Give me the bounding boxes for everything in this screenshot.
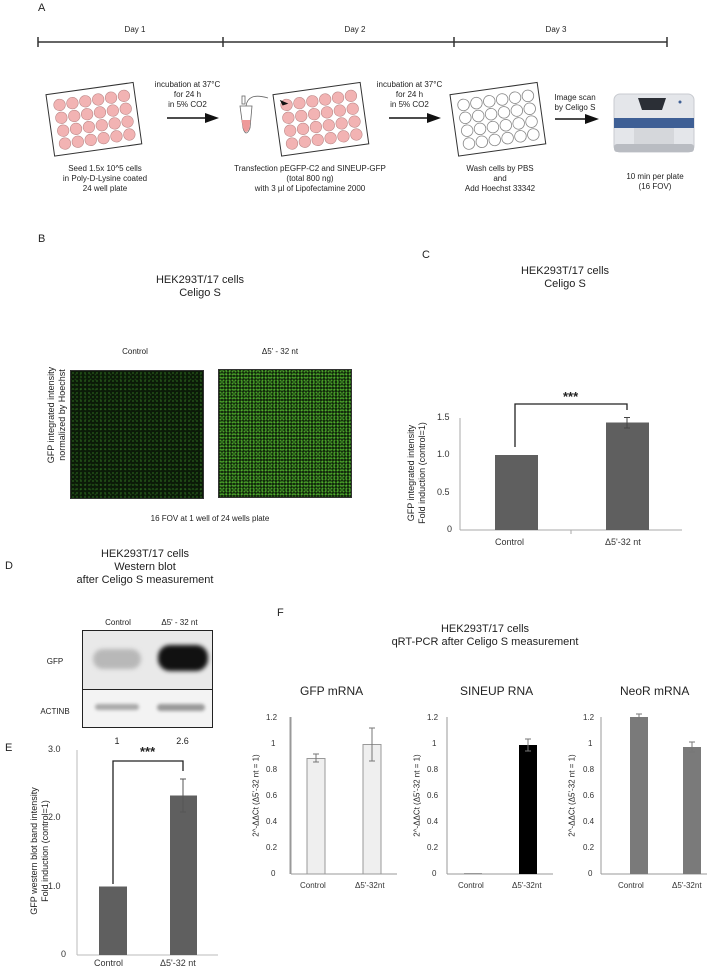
- ytick-c: 0.5: [437, 487, 450, 497]
- ytick: 1: [432, 739, 437, 748]
- ytick-e: 0: [61, 949, 67, 959]
- panel-e-letter: E: [5, 742, 13, 754]
- scan-time-caption: 10 min per plate (16 FOV): [626, 172, 684, 191]
- quant-mutant: 2.6: [176, 736, 189, 746]
- panel-b-caption: 16 FOV at 1 well of 24 wells plate: [150, 514, 270, 523]
- ytick: 0.2: [427, 843, 439, 852]
- ytick: 0: [271, 869, 276, 878]
- ytick-e: 2.0: [48, 812, 61, 822]
- ylabel-f1: 2^-ΔΔCt (Δ5'-32 nt = 1): [251, 754, 261, 837]
- panel-d-title: HEK293T/17 cells Western blot after Celi…: [76, 548, 214, 586]
- ytick: 1: [271, 739, 276, 748]
- panel-a-letter: A: [38, 2, 46, 14]
- blot-row-actinb: ACTINB: [40, 707, 70, 716]
- gfp-image-mutant: [218, 369, 352, 498]
- ytick: 0.2: [266, 843, 278, 852]
- ytick: 0.4: [583, 817, 595, 826]
- ytick-c: 1.0: [437, 449, 450, 459]
- wash-caption: Wash cells by PBS and Add Hoechst 33342: [464, 164, 536, 193]
- ylabel-e: GFP western blot band intensity Fold ind…: [29, 787, 50, 915]
- ytick: 0.6: [583, 791, 595, 800]
- xlabel: Control: [458, 881, 484, 890]
- lane-label-mutant: Δ5' - 32 nt: [161, 618, 198, 627]
- panel-f-letter: F: [277, 607, 284, 619]
- gfp-image-control: [70, 370, 204, 499]
- ylabel-f2: 2^-ΔΔCt (Δ5'-32 nt = 1): [412, 754, 422, 837]
- ytick: 0.6: [427, 791, 439, 800]
- panel-d-letter: D: [5, 560, 13, 572]
- incubation-caption-1: incubation at 37°C for 24 h in 5% CO2: [154, 80, 221, 109]
- chart-title: SINEUP RNA: [460, 684, 534, 698]
- chart-title: GFP mRNA: [300, 684, 364, 698]
- incubation-caption-2: incubation at 37°C for 24 h in 5% CO2: [376, 80, 443, 109]
- xlabel-e-mutant: Δ5'-32 nt: [160, 958, 196, 968]
- ytick: 0.8: [266, 765, 278, 774]
- band-gfp-mutant: [158, 645, 208, 671]
- xlabel: Δ5'-32nt: [355, 881, 385, 890]
- panel-c-title: HEK293T/17 cells Celigo S: [520, 265, 610, 290]
- panel-c-letter: C: [422, 249, 430, 261]
- xlabel-c-mutant: Δ5'-32 nt: [605, 537, 641, 547]
- lane-label-control: Control: [105, 618, 131, 627]
- xlabel: Control: [618, 881, 644, 890]
- xlabel: Δ5'-32nt: [512, 881, 542, 890]
- ytick: 1: [588, 739, 593, 748]
- xlabel-c-control: Control: [495, 537, 525, 547]
- ytick: 0: [432, 869, 437, 878]
- ytick: 0.2: [583, 843, 595, 852]
- seed-caption: Seed 1.5x 10^5 cells in Poly-D-Lysine co…: [62, 164, 148, 193]
- blot-row-gfp: GFP: [46, 657, 64, 666]
- quant-control: 1: [114, 736, 120, 746]
- blot-gfp: [82, 630, 213, 691]
- significance-e: ***: [140, 744, 156, 759]
- ytick: 0.8: [427, 765, 439, 774]
- ylabel-f3: 2^-ΔΔCt (Δ5'-32 nt = 1): [567, 754, 577, 837]
- ytick-e: 3.0: [48, 744, 61, 754]
- significance-c: ***: [563, 389, 579, 404]
- ytick: 0.4: [266, 817, 278, 826]
- ytick-c: 1.5: [437, 412, 450, 422]
- transfection-caption: Transfection pEGFP-C2 and SINEUP-GFP (to…: [234, 164, 386, 193]
- timeline-day-1: Day 1: [124, 25, 146, 34]
- blot-actinb: [82, 689, 213, 728]
- chart-title: NeoR mRNA: [620, 684, 690, 698]
- ytick: 1.2: [427, 713, 439, 722]
- panel-f-title: HEK293T/17 cells qRT-PCR after Celigo S …: [391, 623, 579, 648]
- xlabel: Control: [300, 881, 326, 890]
- panel-b-letter: B: [38, 233, 46, 245]
- ylabel-c: GFP integrated intensity Fold induction …: [406, 422, 427, 524]
- ytick: 1.2: [583, 713, 595, 722]
- xlabel-e-control: Control: [94, 958, 124, 968]
- image-label-control: Control: [122, 347, 148, 356]
- xlabel: Δ5'-32nt: [672, 881, 702, 890]
- ytick: 1.2: [266, 713, 278, 722]
- scan-caption: Image scan by Celigo S: [554, 93, 596, 112]
- band-actinb-mutant: [157, 704, 205, 711]
- band-actinb-control: [95, 704, 139, 710]
- timeline-day-3: Day 3: [545, 25, 567, 34]
- arrow-right-icon: [167, 113, 219, 123]
- ytick-e: 1.0: [48, 881, 61, 891]
- ytick: 0.4: [427, 817, 439, 826]
- band-gfp-control: [93, 649, 141, 669]
- ytick: 0.6: [266, 791, 278, 800]
- ytick-c: 0: [447, 524, 453, 534]
- panel-b-title: HEK293T/17 cells Celigo S: [155, 274, 245, 299]
- ytick: 0: [588, 869, 593, 878]
- arrow-right-icon: [555, 114, 599, 124]
- timeline-day-2: Day 2: [344, 25, 366, 34]
- image-label-mutant: Δ5' - 32 nt: [261, 347, 299, 356]
- arrow-right-icon: [389, 113, 441, 123]
- ytick: 0.8: [583, 765, 595, 774]
